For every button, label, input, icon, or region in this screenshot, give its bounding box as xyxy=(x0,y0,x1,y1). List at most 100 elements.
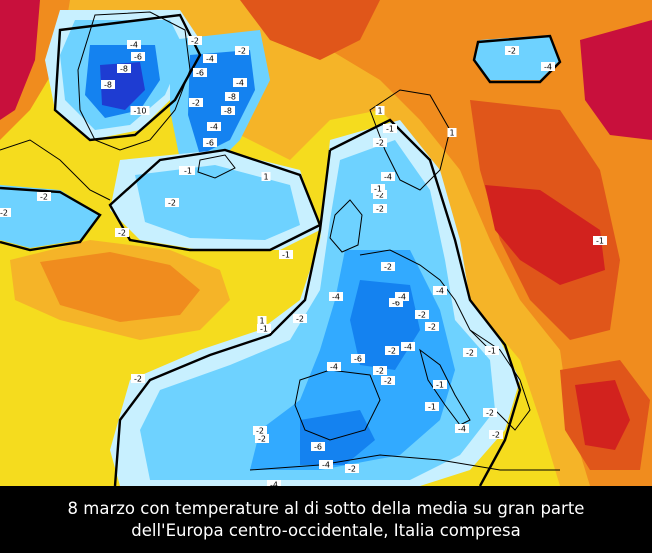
contour-label-text: -2 xyxy=(508,47,516,56)
contour-label-text: -2 xyxy=(466,349,474,358)
contour-label-text: -4 xyxy=(458,425,466,434)
contour-label-text: -2 xyxy=(0,209,8,218)
contour-label-text: -6 xyxy=(134,53,142,62)
contour-label-text: -4 xyxy=(330,363,338,372)
zero-contour-west-atlantic xyxy=(0,186,102,252)
anomaly-map-svg: -4-6-8-8-10-2-4-6-8-8-2-4-4-6-4-2-2-2-2-… xyxy=(0,0,652,486)
contour-label-text: -1 xyxy=(260,325,268,334)
contour-label: -6 xyxy=(389,298,403,308)
contour-label: -8 xyxy=(117,64,131,74)
contour-label-text: -8 xyxy=(224,107,232,116)
contour-label-text: -2 xyxy=(192,99,200,108)
contour-label: -2 xyxy=(385,346,399,356)
coastline-labrador xyxy=(0,139,111,201)
contour-label: -2 xyxy=(483,408,497,418)
coastline-iceland xyxy=(197,154,236,179)
contour-label: -2 xyxy=(345,464,359,474)
warm-anomaly-northwest-core xyxy=(0,0,40,120)
contour-label: -4 xyxy=(207,122,221,132)
contour-label: -1 xyxy=(593,236,607,246)
contour-label-text: -2 xyxy=(134,375,142,384)
contour-label-text: -2 xyxy=(296,315,304,324)
contour-label: -1 xyxy=(371,184,385,194)
contour-label-text: -4 xyxy=(404,343,412,352)
warm-anomaly-arctic xyxy=(240,0,380,60)
contour-label-text: -1 xyxy=(428,403,436,412)
contour-label-text: -2 xyxy=(168,199,176,208)
contour-label: -4 xyxy=(329,292,343,302)
caption-line-2: dell'Europa centro-occidentale, Italia c… xyxy=(131,520,521,540)
contour-label: -8 xyxy=(225,92,239,102)
coastlines xyxy=(0,11,560,471)
contour-label-text: 1 xyxy=(259,317,264,326)
contour-label: -1 xyxy=(433,380,447,390)
zero-contours xyxy=(0,13,562,486)
contour-label-text: -2 xyxy=(376,139,384,148)
contour-label: -2 xyxy=(463,348,477,358)
contour-label-text: -2 xyxy=(258,435,266,444)
contour-label: -2 xyxy=(415,310,429,320)
contour-label: 1 xyxy=(375,106,385,116)
contour-label: -6 xyxy=(311,442,325,452)
contour-label-text: -6 xyxy=(196,69,204,78)
contour-label: -4 xyxy=(203,54,217,64)
contour-label-text: 1 xyxy=(263,173,268,182)
contour-label-text: -2 xyxy=(238,47,246,56)
contour-label-text: -6 xyxy=(206,139,214,148)
contour-label-text: -2 xyxy=(376,205,384,214)
contour-label-text: -6 xyxy=(392,299,400,308)
contour-label-text: 1 xyxy=(449,129,454,138)
contour-label-text: -4 xyxy=(544,63,552,72)
contour-label-text: -4 xyxy=(130,41,138,50)
contour-label: -4 xyxy=(381,172,395,182)
contour-label-text: -4 xyxy=(436,287,444,296)
contour-label: -6 xyxy=(203,138,217,148)
contour-label-text: -4 xyxy=(206,55,214,64)
contour-label: -4 xyxy=(401,342,415,352)
contour-label-text: -2 xyxy=(418,311,426,320)
contour-label: -1 xyxy=(279,250,293,260)
contour-label-text: -2 xyxy=(256,427,264,436)
contour-label-text: -2 xyxy=(376,191,384,200)
zero-contour-barents xyxy=(472,34,562,84)
contour-label-text: -4 xyxy=(332,293,340,302)
contour-label-text: -1 xyxy=(436,381,444,390)
contour-label-text: -2 xyxy=(492,431,500,440)
contour-label: -2 xyxy=(293,314,307,324)
contour-label: -6 xyxy=(131,52,145,62)
contour-label-text: -2 xyxy=(40,193,48,202)
contour-label: -2 xyxy=(255,434,269,444)
contour-label-text: -8 xyxy=(228,93,236,102)
contour-label: -2 xyxy=(505,46,519,56)
contour-label: -2 xyxy=(373,138,387,148)
contour-label: -2 xyxy=(381,376,395,386)
zero-contour-atlantic-west xyxy=(113,149,332,486)
zero-contour-europe xyxy=(329,118,522,486)
contour-label-text: -1 xyxy=(282,251,290,260)
contour-label-text: -8 xyxy=(120,65,128,74)
coastline-greenland xyxy=(77,11,191,151)
contour-label: -2 xyxy=(37,192,51,202)
coastline-italy xyxy=(419,348,471,426)
contour-label-text: -2 xyxy=(486,409,494,418)
warm-anomaly-turkey-core xyxy=(575,380,630,450)
contour-label: -2 xyxy=(425,322,439,332)
contour-label-text: -8 xyxy=(104,81,112,90)
contour-label: -4 xyxy=(233,78,247,88)
contour-label-text: -6 xyxy=(354,355,362,364)
warm-anomaly-ural xyxy=(580,20,652,140)
contour-label-text: -2 xyxy=(348,465,356,474)
contour-label-text: 1 xyxy=(377,107,382,116)
contour-label: -4 xyxy=(267,480,281,486)
contour-label-text: -2 xyxy=(376,367,384,376)
zero-contour-greenland xyxy=(53,13,202,142)
contour-label: -8 xyxy=(101,80,115,90)
coastline-north-africa xyxy=(249,454,560,471)
contour-label-text: -4 xyxy=(322,461,330,470)
contour-label: -2 xyxy=(189,98,203,108)
contour-labels: -4-6-8-8-10-2-4-6-8-8-2-4-4-6-4-2-2-2-2-… xyxy=(0,36,607,486)
contour-label: 1 xyxy=(261,172,271,182)
contour-label: -2 xyxy=(165,198,179,208)
contour-label-text: -6 xyxy=(314,443,322,452)
